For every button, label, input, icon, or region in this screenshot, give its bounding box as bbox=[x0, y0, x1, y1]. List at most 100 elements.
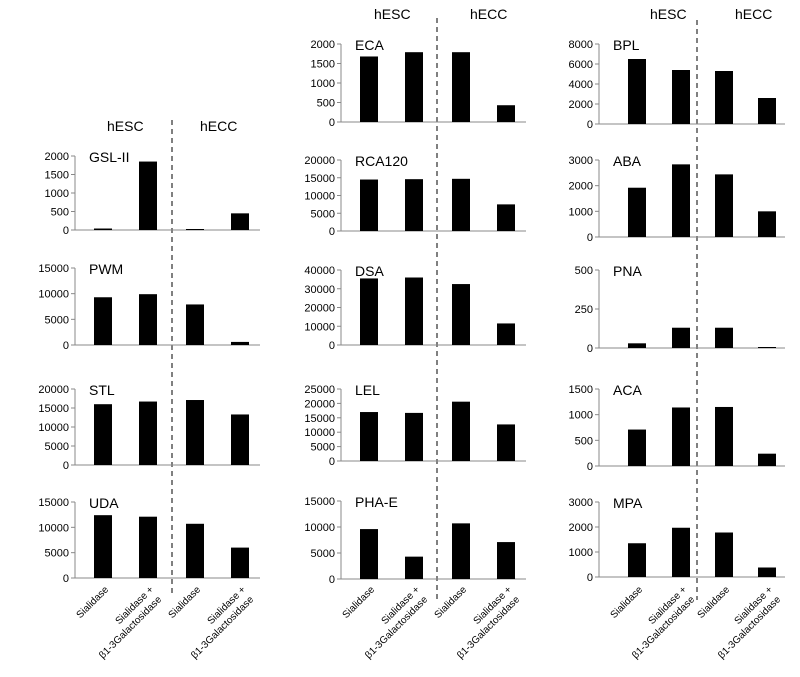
y-tick-label: 30000 bbox=[304, 284, 335, 296]
panel-bpl: BPL 0 2000 4000 6000 8000 bbox=[569, 37, 785, 131]
bar bbox=[497, 323, 515, 345]
y-tick-label: 5000 bbox=[45, 548, 69, 560]
panel-aca: ACA 0 500 1000 1500 bbox=[569, 382, 785, 473]
y-tick-label: 2000 bbox=[569, 522, 593, 534]
panel-pna: PNA 0 250 500 bbox=[575, 263, 785, 355]
bar bbox=[405, 52, 423, 122]
group-headers: hESC hECC hESC hECC hESC hECC bbox=[107, 6, 772, 134]
y-tick-label: 500 bbox=[317, 98, 335, 110]
bar bbox=[758, 567, 776, 577]
panel-pwm: PWM 0 5000 10000 15000 bbox=[38, 261, 260, 352]
bar bbox=[360, 179, 378, 231]
bar bbox=[405, 412, 423, 461]
bar bbox=[715, 174, 733, 237]
group-label-hesc: hESC bbox=[107, 118, 144, 134]
bar bbox=[758, 211, 776, 237]
panel-dsa: DSA 0 10000 20000 30000 40000 bbox=[304, 263, 526, 352]
panel-title: MPA bbox=[613, 495, 643, 511]
y-tick-label: 0 bbox=[587, 232, 593, 244]
panel-title: RCA120 bbox=[355, 153, 408, 169]
bar bbox=[139, 401, 157, 465]
y-tick-label: 0 bbox=[587, 343, 593, 355]
y-tick-label: 1000 bbox=[569, 206, 593, 218]
bar bbox=[94, 228, 112, 230]
y-tick-label: 10000 bbox=[38, 522, 69, 534]
bar bbox=[672, 70, 690, 124]
bar bbox=[186, 304, 204, 345]
bar bbox=[628, 543, 646, 577]
panel-title: PNA bbox=[613, 263, 642, 279]
y-tick-label: 250 bbox=[575, 304, 593, 316]
bar bbox=[628, 429, 646, 466]
bar bbox=[672, 164, 690, 237]
y-tick-label: 5000 bbox=[311, 548, 335, 560]
panel-gsl-ii: GSL-II 0 500 1000 1500 2000 bbox=[45, 149, 260, 237]
bar bbox=[672, 327, 690, 348]
y-tick-label: 1000 bbox=[311, 78, 335, 90]
bar bbox=[231, 341, 249, 345]
y-tick-label: 0 bbox=[329, 340, 335, 352]
y-tick-label: 20000 bbox=[304, 303, 335, 315]
y-tick-label: 500 bbox=[575, 435, 593, 447]
panel-title: PHA-E bbox=[355, 494, 398, 510]
y-tick-label: 15000 bbox=[38, 263, 69, 275]
bar bbox=[360, 278, 378, 345]
bar bbox=[758, 347, 776, 348]
panel-title: DSA bbox=[355, 263, 384, 279]
y-tick-label: 2000 bbox=[569, 99, 593, 111]
y-tick-label: 0 bbox=[329, 456, 335, 468]
y-tick-label: 0 bbox=[63, 225, 69, 237]
y-tick-label: 5000 bbox=[311, 442, 335, 454]
y-tick-label: 20000 bbox=[304, 398, 335, 410]
panel-title: ECA bbox=[355, 37, 384, 53]
y-tick-label: 15000 bbox=[304, 173, 335, 185]
y-tick-label: 500 bbox=[575, 265, 593, 277]
y-tick-label: 6000 bbox=[569, 59, 593, 71]
category-label: Sialidase bbox=[75, 584, 112, 621]
y-tick-label: 5000 bbox=[45, 441, 69, 453]
y-tick-label: 0 bbox=[329, 574, 335, 586]
group-label-hecc: hECC bbox=[200, 118, 237, 134]
y-tick-label: 5000 bbox=[45, 314, 69, 326]
y-tick-label: 10000 bbox=[304, 321, 335, 333]
y-tick-label: 15000 bbox=[38, 403, 69, 415]
y-tick-label: 15000 bbox=[38, 497, 69, 509]
y-tick-label: 0 bbox=[63, 573, 69, 585]
bar bbox=[360, 412, 378, 461]
category-label: Sialidase bbox=[609, 584, 646, 621]
bar bbox=[452, 401, 470, 461]
y-tick-label: 15000 bbox=[304, 496, 335, 508]
bar bbox=[405, 556, 423, 579]
panel-stl: STL 0 5000 10000 15000 20000 bbox=[38, 382, 260, 472]
y-tick-label: 2000 bbox=[569, 181, 593, 193]
panel-mpa: MPA 0 1000 2000 3000 bbox=[569, 495, 785, 584]
chart-panels: GSL-II0500100015002000PWM050001000015000… bbox=[38, 37, 785, 586]
group-label-hesc: hESC bbox=[650, 6, 687, 22]
bar bbox=[139, 516, 157, 578]
bar bbox=[231, 547, 249, 578]
panel-rca120: RCA120 0 5000 10000 15000 20000 bbox=[304, 153, 526, 238]
bar bbox=[360, 56, 378, 123]
panel-title: ACA bbox=[613, 382, 642, 398]
panel-pha-e: PHA-E 0 5000 10000 15000 bbox=[304, 494, 526, 586]
bar bbox=[628, 343, 646, 348]
bar bbox=[497, 105, 515, 122]
category-label: Sialidase bbox=[341, 584, 378, 621]
y-tick-label: 8000 bbox=[569, 39, 593, 51]
y-tick-label: 25000 bbox=[304, 384, 335, 396]
bar bbox=[231, 414, 249, 465]
bar bbox=[628, 187, 646, 237]
group-divider-lines bbox=[171, 18, 698, 600]
y-tick-label: 1000 bbox=[569, 410, 593, 422]
bar bbox=[94, 404, 112, 465]
bar bbox=[715, 71, 733, 124]
y-tick-label: 0 bbox=[587, 119, 593, 131]
panel-title: UDA bbox=[89, 495, 119, 511]
bar bbox=[628, 59, 646, 124]
bar bbox=[452, 52, 470, 122]
panel-title: PWM bbox=[89, 261, 123, 277]
bar bbox=[715, 327, 733, 348]
bar bbox=[405, 179, 423, 231]
y-tick-label: 1000 bbox=[569, 547, 593, 559]
